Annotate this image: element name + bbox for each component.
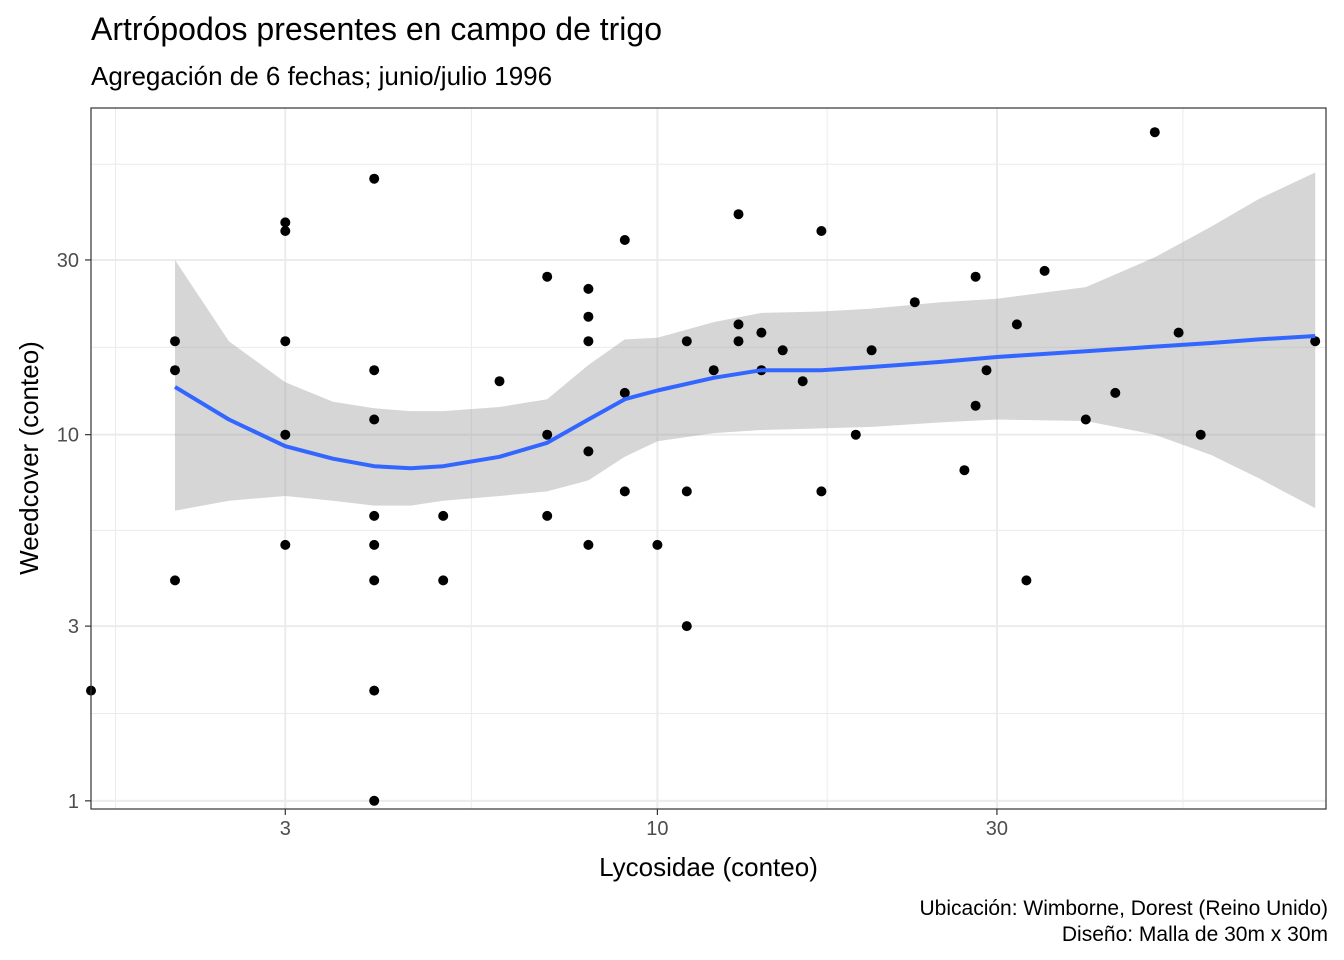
data-point-55 <box>1080 414 1091 425</box>
data-point-43 <box>816 226 827 236</box>
x-tick-label-1: 10 <box>646 818 668 840</box>
x-tick-label-2: 30 <box>986 818 1008 840</box>
data-point-46 <box>866 345 877 356</box>
data-point-24 <box>583 311 594 322</box>
data-point-29 <box>619 387 630 398</box>
data-point-8 <box>280 539 291 550</box>
data-point-59 <box>1195 429 1206 440</box>
plot-panel <box>91 108 1326 809</box>
x-axis-title: Lycosidae (conteo) <box>599 852 818 882</box>
x-axis: 3 10 30 <box>280 809 1008 840</box>
data-point-30 <box>619 486 630 497</box>
y-tick-label-3: 30 <box>57 250 79 272</box>
y-tick-label-1: 3 <box>68 616 79 638</box>
data-point-57 <box>1149 127 1160 138</box>
data-point-20 <box>542 271 553 282</box>
data-point-11 <box>369 414 380 425</box>
y-tick-label-2: 10 <box>57 425 79 447</box>
data-point-39 <box>756 327 767 338</box>
y-tick-label-0: 1 <box>68 791 79 813</box>
data-point-2 <box>170 365 180 376</box>
data-point-50 <box>970 400 981 411</box>
data-point-35 <box>708 365 719 376</box>
data-point-37 <box>733 319 744 330</box>
data-point-7 <box>280 429 291 440</box>
data-point-33 <box>681 486 692 497</box>
data-point-36 <box>733 209 744 220</box>
data-point-21 <box>542 429 553 440</box>
data-point-47 <box>909 297 920 308</box>
data-point-13 <box>369 539 380 550</box>
data-point-18 <box>438 575 449 586</box>
data-point-44 <box>816 486 827 497</box>
data-point-9 <box>369 173 380 184</box>
data-point-10 <box>369 365 380 376</box>
data-point-14 <box>369 575 380 586</box>
data-point-26 <box>583 446 594 457</box>
data-point-51 <box>981 365 992 376</box>
data-point-6 <box>280 336 291 347</box>
data-point-16 <box>369 795 380 806</box>
data-point-3 <box>170 575 180 586</box>
chart-title: Artrópodos presentes en campo de trigo <box>91 11 662 47</box>
data-point-48 <box>959 465 970 476</box>
data-point-42 <box>797 376 808 387</box>
data-points <box>86 127 1321 806</box>
y-axis-title: Weedcover (conteo) <box>14 341 44 575</box>
data-point-49 <box>970 271 981 282</box>
caption-design: Diseño: Malla de 30m x 30m <box>1062 923 1328 946</box>
data-point-58 <box>1173 327 1184 338</box>
data-point-27 <box>583 539 594 550</box>
data-point-1 <box>170 336 180 347</box>
data-point-5 <box>280 226 291 236</box>
data-point-38 <box>733 336 744 347</box>
caption-location: Ubicación: Wimborne, Dorest (Reino Unido… <box>920 897 1329 920</box>
data-point-31 <box>652 539 663 550</box>
confidence-ribbon <box>175 172 1316 511</box>
data-point-15 <box>369 685 380 696</box>
data-point-45 <box>850 429 861 440</box>
panel-border <box>90 107 1327 810</box>
data-point-60 <box>1310 336 1321 347</box>
data-point-52 <box>1011 319 1022 330</box>
data-point-34 <box>681 621 692 632</box>
data-point-54 <box>1039 265 1050 276</box>
data-point-4 <box>280 217 291 228</box>
data-point-32 <box>681 336 692 347</box>
data-point-17 <box>438 510 449 521</box>
data-point-12 <box>369 510 380 521</box>
chart-subtitle: Agregación de 6 fechas; junio/julio 1996 <box>91 61 552 91</box>
smooth-line <box>173 334 1316 471</box>
x-tick-label-0: 3 <box>280 818 291 840</box>
data-point-22 <box>542 510 553 521</box>
data-point-25 <box>583 336 594 347</box>
data-point-56 <box>1110 387 1121 398</box>
data-point-53 <box>1021 575 1032 586</box>
data-point-41 <box>777 345 788 356</box>
data-point-23 <box>583 283 594 294</box>
y-axis: 1 3 10 30 <box>57 250 91 813</box>
data-point-19 <box>494 376 505 387</box>
data-point-28 <box>619 235 630 245</box>
